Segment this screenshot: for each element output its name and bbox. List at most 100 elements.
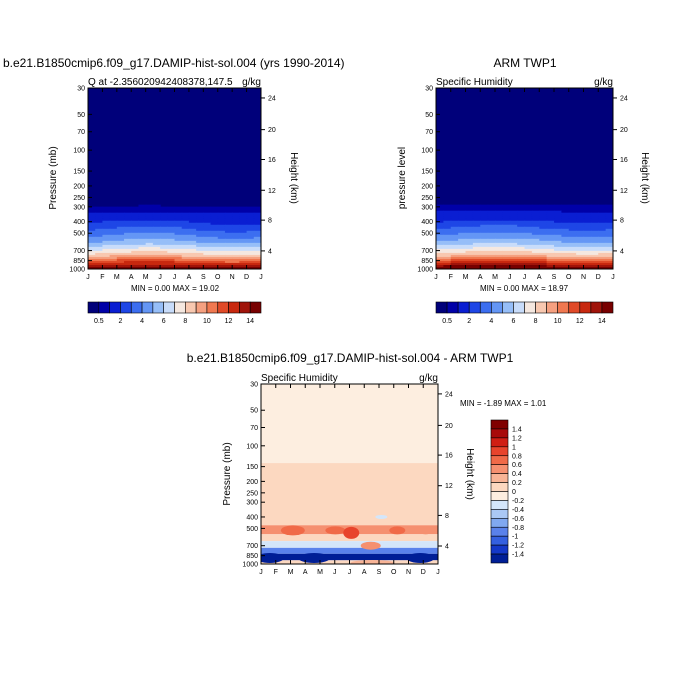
- field-cell: [590, 234, 599, 238]
- field-cell: [181, 208, 190, 212]
- field-cell: [116, 230, 125, 234]
- diff-anomaly: [360, 541, 381, 550]
- field-cell: [160, 208, 168, 212]
- field-cell: [102, 206, 111, 210]
- field-cell: [509, 236, 518, 240]
- colorbar-box: [490, 509, 509, 519]
- field-cell: [210, 258, 219, 262]
- field-cell: [561, 264, 570, 268]
- field-cell: [224, 246, 233, 250]
- field-cell: [531, 248, 540, 252]
- field-cell: [217, 224, 226, 228]
- field-cell: [539, 216, 548, 220]
- field-cell: [502, 238, 511, 242]
- field-cell: [458, 220, 467, 224]
- x-tick-label: A: [303, 569, 308, 576]
- field-cell: [152, 220, 161, 224]
- field-cell: [583, 258, 592, 262]
- field-cell: [145, 248, 154, 252]
- field-cell: [181, 218, 190, 222]
- field-cell: [598, 260, 607, 264]
- field-cell: [138, 260, 147, 264]
- field-cell: [145, 224, 154, 228]
- x-tick-label: S: [552, 274, 557, 281]
- field-cell: [116, 236, 125, 240]
- field-cell: [502, 218, 511, 222]
- field-cell: [102, 258, 111, 262]
- field-cell: [239, 254, 248, 258]
- field-cell: [138, 262, 147, 266]
- field-cell: [239, 230, 248, 234]
- field-cell: [239, 210, 248, 214]
- field-cell: [131, 256, 140, 260]
- x-tick-label: J: [173, 274, 177, 281]
- field-cell: [598, 264, 607, 268]
- field-cell: [539, 214, 548, 218]
- field-cell: [576, 256, 585, 260]
- field-cell: [224, 240, 233, 244]
- field-cell: [568, 260, 577, 264]
- field-cell: [450, 234, 459, 238]
- x-tick-label: J: [434, 274, 438, 281]
- field-cell: [116, 256, 125, 260]
- field-cell: [95, 222, 104, 226]
- field-cell: [524, 220, 533, 224]
- field-cell: [102, 216, 111, 220]
- field-cell: [116, 252, 125, 256]
- field-cell: [203, 208, 212, 212]
- field-cell: [253, 222, 261, 226]
- field-cell: [196, 242, 204, 246]
- field-cell: [576, 260, 585, 264]
- field-cell: [188, 220, 197, 224]
- field-cell: [210, 240, 219, 244]
- field-cell: [465, 234, 474, 238]
- field-cell: [509, 222, 518, 226]
- y-right-tick-label: 24: [620, 95, 628, 102]
- field-cell: [443, 236, 452, 240]
- field-cell: [109, 246, 118, 250]
- field-cell: [95, 264, 104, 268]
- field-cell: [583, 242, 592, 246]
- field-cell: [465, 224, 474, 228]
- field-cell: [465, 238, 474, 242]
- field-cell: [246, 214, 255, 218]
- field-cell: [554, 212, 562, 216]
- field-cell: [436, 236, 444, 240]
- colorbar-box: [490, 437, 509, 448]
- colorbar-label: 12: [576, 318, 584, 325]
- y-right-tick-label: 16: [445, 453, 453, 460]
- field-cell: [598, 248, 607, 252]
- panel-diff-field: [261, 384, 438, 564]
- field-cell: [546, 258, 555, 262]
- field-cell: [554, 250, 562, 254]
- field-cell: [253, 210, 261, 214]
- field-cell: [152, 248, 161, 252]
- field-cell: [509, 262, 518, 266]
- field-cell: [502, 252, 511, 256]
- panel-obs-field: [436, 88, 613, 269]
- field-cell: [88, 224, 96, 228]
- field-cell: [495, 224, 503, 228]
- field-cell: [253, 214, 261, 218]
- field-cell: [531, 242, 540, 246]
- x-tick-label: O: [391, 569, 397, 576]
- field-cell: [145, 252, 154, 256]
- field-cell: [232, 238, 240, 242]
- field-cell: [539, 252, 548, 256]
- field-cell: [480, 220, 489, 224]
- field-cell: [583, 232, 592, 236]
- field-cell: [524, 238, 533, 242]
- field-cell: [116, 222, 125, 226]
- field-cell: [502, 232, 511, 236]
- field-cell: [598, 238, 607, 242]
- field-cell: [167, 262, 176, 266]
- field-cell: [539, 248, 548, 252]
- field-cell: [167, 232, 176, 236]
- field-cell: [95, 208, 104, 212]
- field-cell: [458, 250, 467, 254]
- field-cell: [605, 256, 613, 260]
- field-cell: [102, 260, 111, 264]
- field-cell: [246, 258, 255, 262]
- field-cell: [480, 258, 489, 262]
- field-cell: [531, 240, 540, 244]
